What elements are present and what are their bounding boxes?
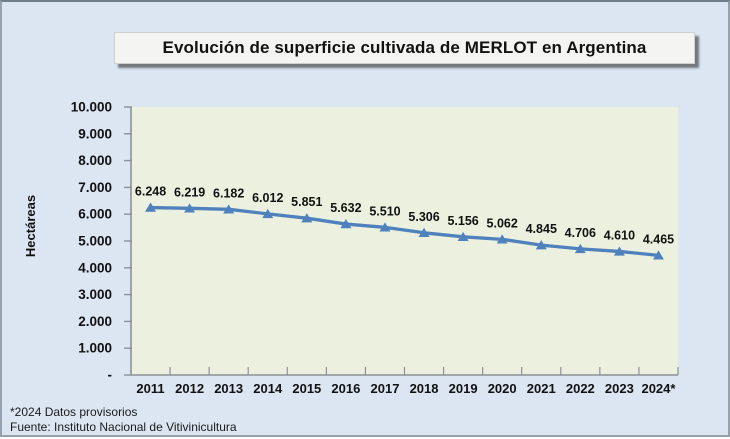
x-axis-label: 2011: [136, 381, 164, 396]
x-axis-label: 2024*: [641, 381, 676, 396]
triangle-marker: [613, 246, 625, 256]
x-axis-label: 2022: [566, 381, 595, 396]
triangle-marker: [496, 234, 508, 244]
data-label: 6.182: [213, 186, 244, 200]
y-axis-title: Hectáreas: [23, 195, 38, 257]
data-label: 5.062: [487, 216, 518, 230]
x-axis-label: 2021: [527, 381, 556, 396]
y-tick-label: 7.000: [78, 180, 112, 195]
x-axis-label: 2013: [214, 381, 243, 396]
data-label: 5.632: [330, 201, 361, 215]
x-axis-label: 2018: [410, 381, 439, 396]
x-axis-label: 2012: [175, 381, 204, 396]
triangle-marker: [145, 202, 157, 212]
y-tick-label: 8.000: [78, 153, 112, 168]
x-axis-label: 2016: [331, 381, 360, 396]
triangle-marker: [301, 213, 313, 223]
merlot-series-line: [150, 205, 659, 257]
triangle-marker: [418, 227, 430, 237]
triangle-marker: [340, 219, 352, 229]
chart-footnotes: *2024 Datos provisorios Fuente: Institut…: [10, 405, 237, 434]
triangle-marker: [652, 250, 664, 260]
y-tick-label: 4.000: [78, 260, 112, 275]
y-tick-label: 2.000: [78, 314, 112, 329]
y-tick-label: 3.000: [78, 287, 112, 302]
triangle-marker: [262, 208, 274, 219]
triangle-marker: [574, 243, 586, 254]
data-label: 4.706: [565, 226, 596, 240]
y-tick-label: 1.000: [78, 341, 112, 356]
data-label: 4.845: [526, 222, 557, 236]
x-axis-label: 2015: [292, 381, 321, 396]
triangle-marker: [457, 231, 469, 242]
y-tick-label: 6.000: [78, 207, 112, 222]
triangle-marker: [535, 240, 547, 250]
data-label: 5.156: [447, 214, 478, 228]
y-tick-label: 5.000: [78, 234, 112, 249]
x-axis-label: 2017: [371, 381, 400, 396]
data-label: 4.465: [643, 232, 674, 246]
footnote-provisional: *2024 Datos provisorios: [10, 405, 138, 419]
y-tick-label: -: [108, 368, 113, 383]
triangle-marker: [379, 222, 391, 232]
x-axis-label: 2019: [449, 381, 478, 396]
data-label: 6.012: [252, 191, 283, 205]
footnote-source: Fuente: Instituto Nacional de Vitivinicu…: [10, 419, 237, 434]
data-label: 5.510: [369, 204, 400, 218]
data-label: 6.219: [174, 185, 205, 199]
x-axis-label: 2023: [605, 381, 634, 396]
plot-area: [131, 107, 678, 375]
x-axis-label: 2020: [488, 381, 517, 396]
data-label: 5.306: [408, 210, 439, 224]
data-label: 6.248: [135, 185, 166, 199]
triangle-marker: [223, 204, 235, 214]
x-axis-label: 2014: [253, 381, 283, 396]
y-tick-label: 9.000: [78, 126, 112, 141]
triangle-marker: [184, 203, 196, 213]
data-label: 4.610: [604, 228, 635, 242]
y-tick-label: 10.000: [71, 100, 112, 115]
chart-title: Evolución de superficie cultivada de MER…: [114, 32, 695, 64]
data-label: 5.851: [291, 195, 322, 209]
